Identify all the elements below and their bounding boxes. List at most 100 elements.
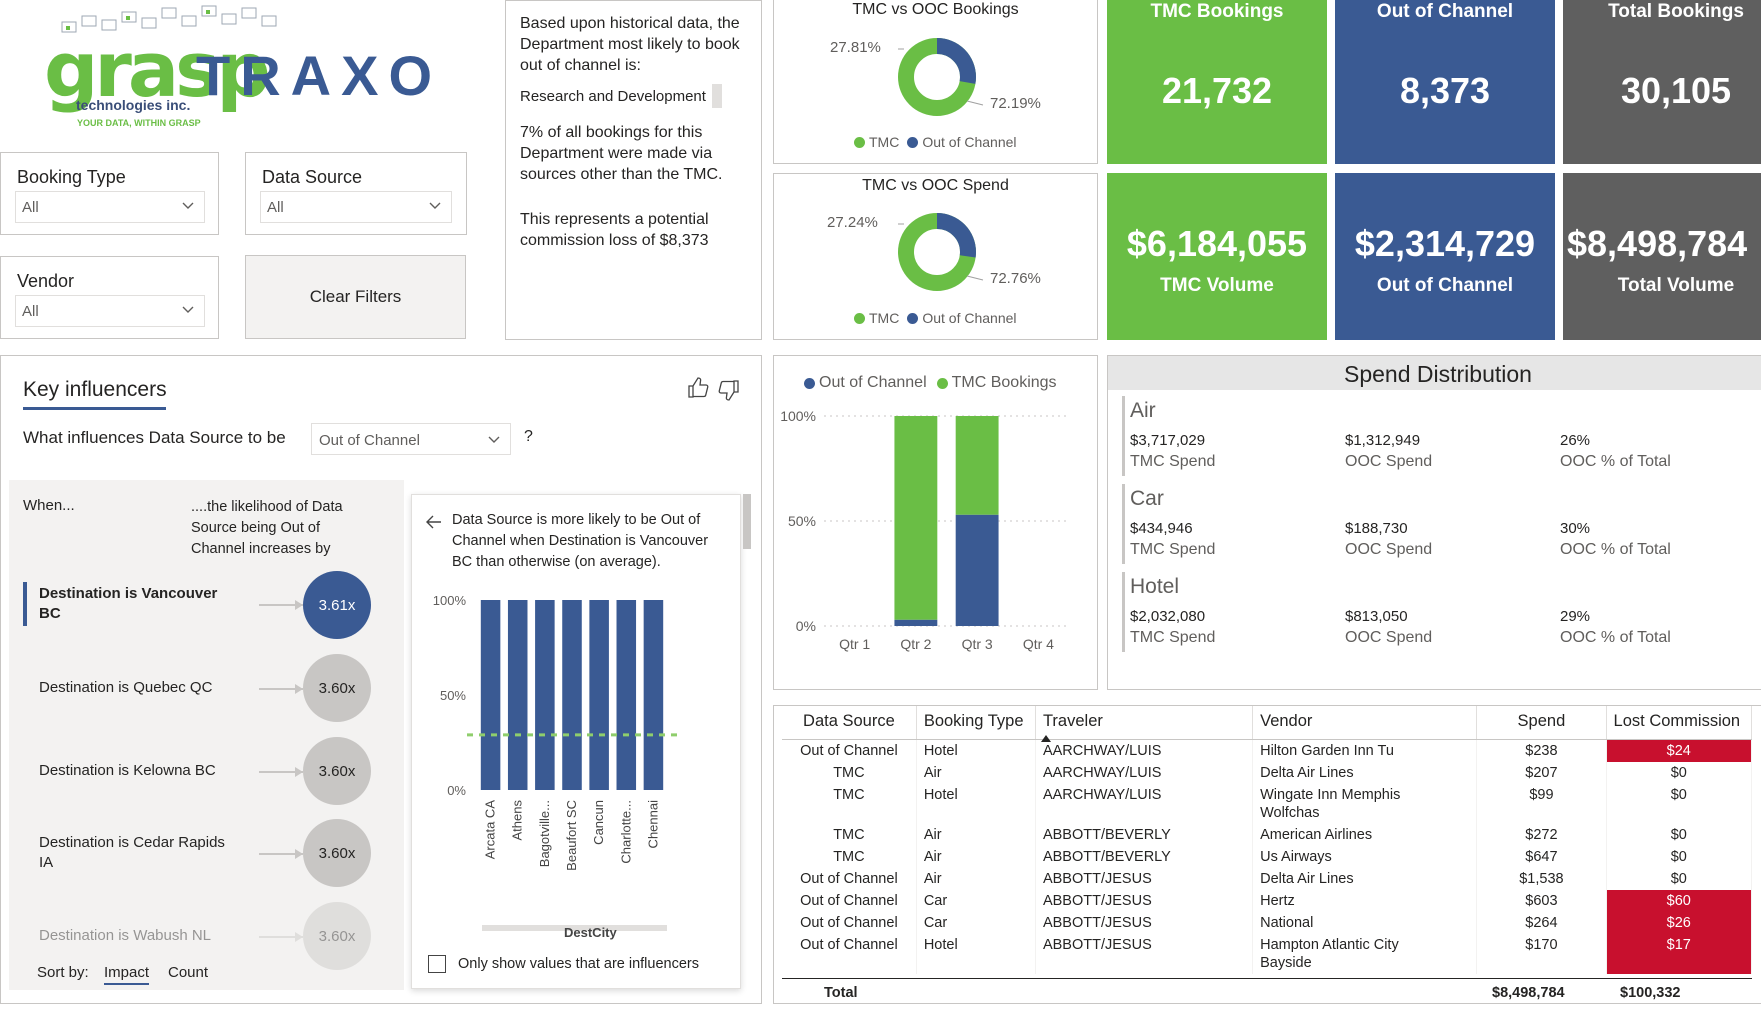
- sort-impact-button[interactable]: Impact: [104, 964, 150, 985]
- cell-lost-commission: $24: [1606, 739, 1753, 762]
- col-header[interactable]: Vendor: [1252, 706, 1478, 740]
- table-row[interactable]: Out of Channel Car ABBOTT/JESUS National $26…: [782, 912, 1753, 934]
- influencer-bubble[interactable]: 3.60x: [303, 654, 371, 722]
- spend-ooc-pct: 27.24%: [827, 214, 878, 231]
- col-header[interactable]: Spend: [1476, 706, 1607, 740]
- influencer-arrow: [259, 936, 303, 938]
- thumbs-up-icon[interactable]: [686, 376, 710, 400]
- cell-lost-commission: $0: [1606, 846, 1753, 868]
- cell-traveler: ABBOTT/BEVERLY: [1035, 824, 1254, 846]
- thumbs-down-icon[interactable]: [717, 378, 741, 402]
- influencer-item[interactable]: Destination is Quebec QC 3.60x: [23, 653, 371, 723]
- booking-type-dropdown[interactable]: All: [15, 191, 205, 223]
- cell-data-source: Out of Channel: [782, 912, 917, 934]
- influencer-item[interactable]: Destination is Vancouver BC 3.61x: [23, 570, 371, 640]
- clear-filters-button[interactable]: Clear Filters: [245, 255, 466, 339]
- narrative-department: Research and Development: [520, 87, 706, 105]
- help-icon[interactable]: ?: [524, 428, 533, 445]
- vendor-dropdown[interactable]: All: [15, 295, 205, 327]
- influencer-bubble[interactable]: 3.60x: [303, 902, 371, 970]
- table-row[interactable]: Out of Channel Car ABBOTT/JESUS Hertz $603 $6…: [782, 890, 1753, 912]
- influencer-bubble[interactable]: 3.60x: [303, 819, 371, 887]
- detail-bar: [562, 600, 582, 790]
- influencer-question: What influences Data Source to be: [23, 428, 286, 447]
- x-tick-label: Qtr 1: [839, 636, 870, 652]
- legend-tmc-label: TMC: [869, 134, 900, 150]
- influencer-arrow: [259, 771, 303, 773]
- influencer-item[interactable]: Destination is Cedar Rapids IA 3.60x: [23, 818, 371, 888]
- cell-vendor: American Airlines: [1252, 824, 1478, 846]
- table-row[interactable]: Out of Channel Hotel ABBOTT/JESUS Hampton A…: [782, 934, 1753, 974]
- table-row[interactable]: TMC Hotel AARCHWAY/LUIS Wingate Inn Memphis…: [782, 784, 1753, 824]
- detail-bar: [589, 600, 609, 790]
- detail-text: Data Source is more likely to be Out of …: [452, 512, 709, 570]
- spend-section-hotel: [1122, 572, 1125, 652]
- ooc-pct-value: 29%: [1560, 608, 1591, 625]
- detail-bar-chart[interactable]: 0% 50% 100% Arcata CA Athens Bagotville... Bea…: [412, 590, 742, 935]
- cell-traveler: AARCHWAY/LUIS: [1035, 762, 1254, 784]
- tmc-spend-label: TMC Spend: [1130, 541, 1216, 558]
- table-row[interactable]: Out of Channel Air ABBOTT/JESUS Delta Air L…: [782, 868, 1753, 890]
- table-row[interactable]: TMC Air ABBOTT/BEVERLY Us Airways $647 $0: [782, 846, 1753, 868]
- back-arrow-icon[interactable]: [426, 515, 442, 529]
- col-header[interactable]: Traveler: [1035, 706, 1254, 740]
- col-header[interactable]: Booking Type: [916, 706, 1036, 740]
- kpi-value: 30,105: [1620, 70, 1732, 111]
- ooc-spend-label: OOC Spend: [1345, 541, 1433, 558]
- bookings-donut-title: TMC vs OOC Bookings: [852, 1, 1019, 18]
- cell-spend: $1,538: [1476, 868, 1607, 890]
- key-influencers-tab[interactable]: Key influencers: [23, 378, 167, 401]
- total-spend: $8,498,784: [1492, 985, 1565, 1001]
- scrollbar[interactable]: [743, 494, 751, 549]
- data-source-dropdown[interactable]: All: [260, 191, 452, 223]
- influencer-item[interactable]: Destination is Wabush NL 3.60x: [23, 901, 371, 971]
- x-tick-label: Qtr 3: [962, 636, 993, 652]
- sort-count-button[interactable]: Count: [168, 964, 209, 981]
- kpi-label: Total Volume: [1617, 275, 1735, 296]
- x-tick-label: Qtr 2: [900, 636, 931, 652]
- table-row[interactable]: TMC Air ABBOTT/BEVERLY American Airlines $27…: [782, 824, 1753, 846]
- vendor-slicer: Vendor All: [0, 256, 219, 339]
- table-row[interactable]: Out of Channel Hotel AARCHWAY/LUIS Hilton G…: [782, 739, 1753, 762]
- influencer-label: Destination is Vancouver BC: [39, 585, 218, 622]
- booking-type-slicer: Booking Type All: [0, 152, 219, 235]
- cell-lost-commission: $0: [1606, 784, 1753, 824]
- spend-distribution-card: Spend Distribution Air $3,717,029 TMC Sp…: [1107, 355, 1761, 690]
- influencer-bubble[interactable]: 3.61x: [303, 571, 371, 639]
- col-header[interactable]: Lost Commission: [1606, 706, 1753, 740]
- col-header[interactable]: Data Source: [782, 706, 917, 740]
- influencers-list-area: [9, 480, 404, 990]
- tmc-spend-label: TMC Spend: [1130, 629, 1216, 646]
- quarter-bar-card: Out of Channel TMC Bookings 0% 50% 100% Qtr…: [773, 355, 1098, 690]
- cell-traveler: ABBOTT/JESUS: [1035, 934, 1254, 974]
- cell-data-source: TMC: [782, 784, 917, 824]
- cell-lost-commission: $0: [1606, 762, 1753, 784]
- influencer-only-checkbox[interactable]: [428, 955, 446, 973]
- influencer-arrowhead: [295, 767, 303, 777]
- chevron-down-icon: [429, 202, 441, 209]
- narrative-card: Based upon historical data, the Departme…: [505, 0, 762, 340]
- data-source-label: Data Source: [262, 167, 363, 187]
- legend-tmc-label: TMC Bookings: [951, 374, 1057, 391]
- influencer-item[interactable]: Destination is Kelowna BC 3.60x: [23, 736, 371, 806]
- table-row[interactable]: TMC Air AARCHWAY/LUIS Delta Air Lines $207 $0: [782, 762, 1753, 784]
- ooc-pct-value: 26%: [1560, 432, 1591, 449]
- detail-xlabel: DestCity: [564, 925, 617, 940]
- cell-vendor: Hilton Garden Inn Tu: [1252, 739, 1478, 762]
- legend-tmc-label: TMC: [869, 310, 900, 326]
- target-dropdown[interactable]: Out of Channel: [311, 423, 511, 455]
- spend-donut-chart[interactable]: [774, 174, 1099, 341]
- cell-vendor: Hampton Atlantic City Bayside: [1252, 934, 1478, 974]
- bookings-donut-chart[interactable]: [774, 0, 1099, 165]
- quarter-stacked-chart[interactable]: 0% 50% 100% Qtr 1 Qtr 2 Qtr 3 Qtr 4: [774, 356, 1099, 691]
- bookings-donut-ooc: [898, 38, 976, 116]
- influencer-bubble[interactable]: 3.60x: [303, 737, 371, 805]
- narrative-loss: This represents a potential commission l…: [520, 211, 709, 249]
- influencer-arrow: [259, 688, 303, 690]
- cell-traveler: ABBOTT/JESUS: [1035, 868, 1254, 890]
- kpi-value: 8,373: [1399, 70, 1491, 111]
- tmc-bar-segment: [955, 416, 999, 515]
- kpi-total-volume: $8,498,784 Total Volume: [1563, 173, 1761, 340]
- bookings-donut-card: TMC vs OOC Bookings 27.81% 72.19% TMC Ou…: [773, 0, 1098, 164]
- kpi-value: $8,498,784: [1567, 223, 1748, 264]
